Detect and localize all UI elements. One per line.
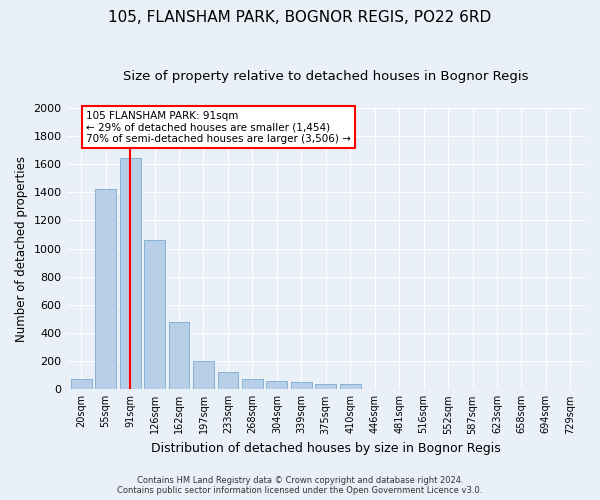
Bar <box>71 380 92 390</box>
Bar <box>169 322 190 390</box>
Text: 105, FLANSHAM PARK, BOGNOR REGIS, PO22 6RD: 105, FLANSHAM PARK, BOGNOR REGIS, PO22 6… <box>109 10 491 25</box>
Bar <box>316 384 336 390</box>
Bar <box>242 378 263 390</box>
Bar <box>291 382 312 390</box>
Bar <box>266 381 287 390</box>
Bar <box>95 190 116 390</box>
Bar <box>340 384 361 390</box>
Bar <box>193 361 214 390</box>
Bar <box>218 372 238 390</box>
Bar <box>144 240 165 390</box>
Title: Size of property relative to detached houses in Bognor Regis: Size of property relative to detached ho… <box>123 70 529 83</box>
Y-axis label: Number of detached properties: Number of detached properties <box>15 156 28 342</box>
X-axis label: Distribution of detached houses by size in Bognor Regis: Distribution of detached houses by size … <box>151 442 500 455</box>
Bar <box>120 158 140 390</box>
Text: 105 FLANSHAM PARK: 91sqm
← 29% of detached houses are smaller (1,454)
70% of sem: 105 FLANSHAM PARK: 91sqm ← 29% of detach… <box>86 110 351 144</box>
Text: Contains HM Land Registry data © Crown copyright and database right 2024.
Contai: Contains HM Land Registry data © Crown c… <box>118 476 482 495</box>
